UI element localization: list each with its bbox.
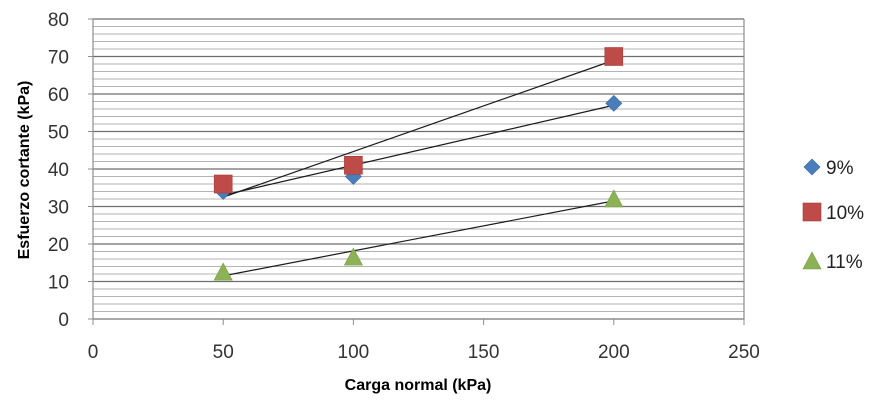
y-tick-label: 30: [48, 198, 69, 219]
x-tick-label: 150: [468, 342, 500, 363]
legend-item: 10%: [802, 202, 864, 224]
legend-label: 10%: [826, 203, 864, 224]
x-axis-title: Carga normal (kPa): [345, 377, 492, 394]
x-tick-label: 50: [213, 342, 234, 363]
trendline-11pct: [223, 200, 614, 277]
y-tick-label: 80: [48, 10, 69, 31]
x-tick-label: 200: [598, 342, 630, 363]
legend-label: 11%: [826, 252, 863, 273]
y-tick-labels: 0 10 20 30 40 50 60 70 80: [48, 10, 69, 331]
legend: 9% 10% 11%: [802, 158, 864, 273]
y-tick-label: 40: [48, 160, 69, 181]
data-point-10pct: [213, 174, 233, 194]
legend-label: 9%: [826, 158, 854, 179]
trendlines: [223, 59, 614, 277]
legend-item: 9%: [803, 158, 854, 179]
y-tick-label: 20: [48, 235, 69, 256]
y-tick-label: 60: [48, 85, 69, 106]
y-tick-label: 50: [48, 123, 69, 144]
data-point-11pct: [604, 189, 624, 208]
data-markers: [213, 47, 624, 281]
data-point-11pct: [343, 247, 363, 266]
data-point-11pct: [213, 262, 233, 281]
data-point-10pct: [344, 155, 363, 175]
minor-gridlines: [93, 26, 744, 312]
y-axis-title: Esfuerzo cortante (kPa): [16, 81, 33, 260]
y-tick-label: 10: [48, 273, 69, 294]
legend-square-icon: [802, 202, 822, 222]
y-tick-label: 0: [58, 310, 69, 331]
x-tick-label: 0: [88, 342, 99, 363]
trendline-10pct: [223, 59, 614, 198]
trendline-9pct: [223, 104, 614, 196]
x-tick-label: 100: [338, 342, 370, 363]
legend-item: 11%: [802, 251, 863, 273]
data-point-9pct: [605, 94, 623, 112]
x-tick-label: 250: [728, 342, 760, 363]
legend-diamond-icon: [803, 158, 821, 176]
plot-axes: [88, 18, 745, 325]
y-tick-label: 70: [48, 48, 69, 69]
data-point-10pct: [604, 47, 624, 66]
legend-triangle-icon: [802, 251, 822, 270]
x-tick-labels: 0 50 100 150 200 250: [88, 342, 760, 363]
